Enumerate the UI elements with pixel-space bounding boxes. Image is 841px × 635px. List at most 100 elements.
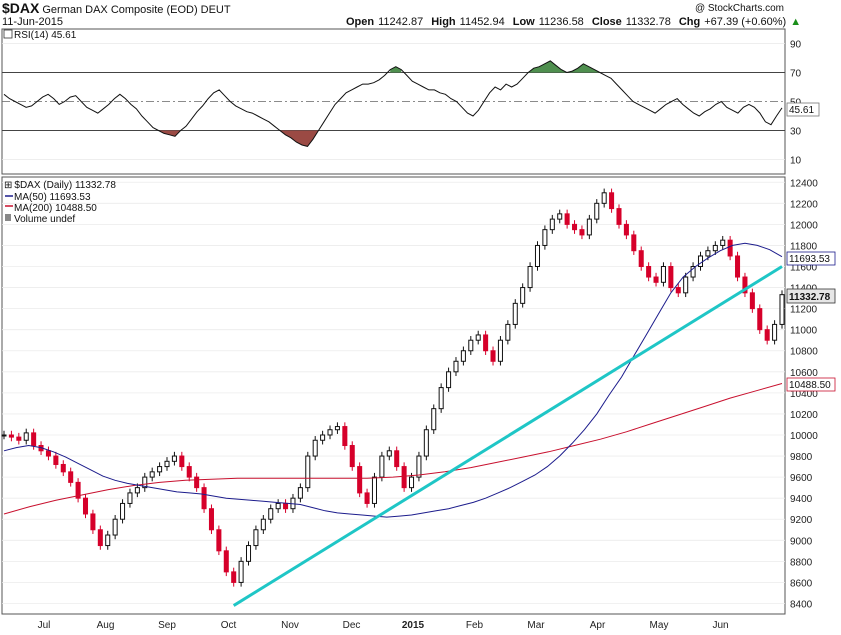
close-value-label: 11332.78 — [789, 292, 831, 303]
candle-body — [349, 445, 355, 468]
candle-body — [631, 234, 637, 252]
rsi-overbought-fill — [528, 60, 600, 73]
candle — [423, 425, 429, 461]
candle-body — [112, 518, 118, 536]
candle-body — [431, 408, 437, 431]
header-date: 11-Jun-2015 — [2, 16, 63, 28]
candle — [371, 472, 377, 508]
rsi-current-badge — [786, 102, 820, 117]
candle-body — [542, 229, 548, 246]
ma50-legend: MA(50) 11693.53 — [14, 192, 91, 203]
close-label: Close — [592, 16, 622, 28]
candle-body — [245, 545, 252, 562]
candle-body — [1, 434, 7, 437]
candle — [201, 483, 207, 513]
candle — [534, 241, 541, 271]
candle-body — [268, 508, 274, 520]
candle — [194, 472, 200, 492]
candle-body — [668, 266, 674, 289]
candle — [579, 225, 585, 240]
symbol-title: $DAX German DAX Composite (EOD) DEUT — [2, 0, 231, 16]
candle — [453, 357, 459, 377]
candle — [386, 446, 392, 461]
candle — [749, 288, 755, 313]
candle — [216, 525, 222, 556]
rsi-oversold-fill — [158, 130, 181, 137]
rsi-tick-label: 10 — [790, 156, 802, 167]
candle-body — [371, 476, 377, 504]
candle — [660, 262, 666, 287]
candle — [468, 336, 474, 355]
price-gridlines — [2, 181, 785, 604]
candle-body — [327, 429, 333, 436]
watermark: @ StockCharts.com — [695, 3, 784, 14]
x-axis-label: 2015 — [402, 620, 425, 631]
ohlc-row: Open 11242.87 High 11452.94 Low 11236.58 Close… — [346, 16, 801, 28]
candle — [142, 472, 148, 492]
candle-body — [16, 436, 22, 441]
open-label: Open — [346, 16, 374, 28]
candle-body — [409, 476, 415, 489]
candle-body — [60, 463, 66, 473]
price-tick-label: 11200 — [790, 305, 818, 316]
candle-body — [416, 455, 422, 478]
candle-body — [120, 502, 126, 520]
candle-body — [742, 276, 748, 294]
candle-body — [82, 497, 89, 515]
candle — [623, 220, 629, 240]
candle — [646, 262, 652, 282]
candle — [394, 446, 400, 471]
x-axis-label: May — [650, 620, 669, 631]
candle — [245, 541, 252, 566]
candle — [334, 422, 340, 434]
candle — [275, 499, 281, 513]
candle-legend-icon: ⊞ — [4, 180, 12, 191]
candle-body — [564, 213, 570, 225]
candle — [431, 404, 437, 434]
price-tick-label: 10400 — [790, 389, 818, 400]
candle — [497, 336, 503, 366]
candle-body — [142, 476, 148, 489]
candle-body — [379, 455, 385, 478]
candle — [475, 330, 481, 345]
candle-body — [735, 255, 741, 278]
candle-body — [157, 466, 163, 473]
candlesticks — [1, 188, 785, 587]
candle — [75, 478, 81, 503]
up-arrow-icon: ▲ — [790, 16, 801, 28]
candle-body — [364, 492, 370, 504]
exchange: DEUT — [201, 4, 231, 16]
low-label: Low — [513, 16, 535, 28]
candle-body — [90, 513, 96, 531]
candle — [53, 451, 59, 469]
candle-body — [446, 371, 452, 389]
candle — [171, 451, 177, 466]
candle-body — [342, 426, 348, 447]
candle-body — [460, 350, 466, 362]
ma200-value-badge — [786, 377, 836, 392]
ma200-value-label: 10488.50 — [789, 380, 831, 391]
price-tick-label: 12000 — [790, 220, 818, 231]
candle-body — [609, 192, 615, 210]
candle-body — [334, 426, 340, 431]
x-axis-label: Apr — [590, 620, 606, 631]
candle — [742, 272, 748, 298]
price-tick-label: 10800 — [790, 347, 818, 358]
candle-body — [505, 323, 511, 341]
x-axis-label: Nov — [281, 620, 299, 631]
candle — [312, 436, 318, 461]
candle — [586, 214, 592, 240]
price-tick-label: 8800 — [790, 557, 813, 568]
candle-body — [660, 266, 666, 283]
candle-body — [164, 460, 170, 468]
candle — [735, 251, 741, 282]
candle — [157, 462, 163, 477]
candle-body — [149, 471, 155, 478]
candle-body — [594, 202, 600, 220]
candle — [416, 451, 422, 482]
candle-body — [623, 223, 629, 236]
candle — [127, 488, 133, 508]
candle-body — [97, 529, 103, 547]
candle — [320, 430, 326, 445]
candle-body — [283, 502, 289, 510]
